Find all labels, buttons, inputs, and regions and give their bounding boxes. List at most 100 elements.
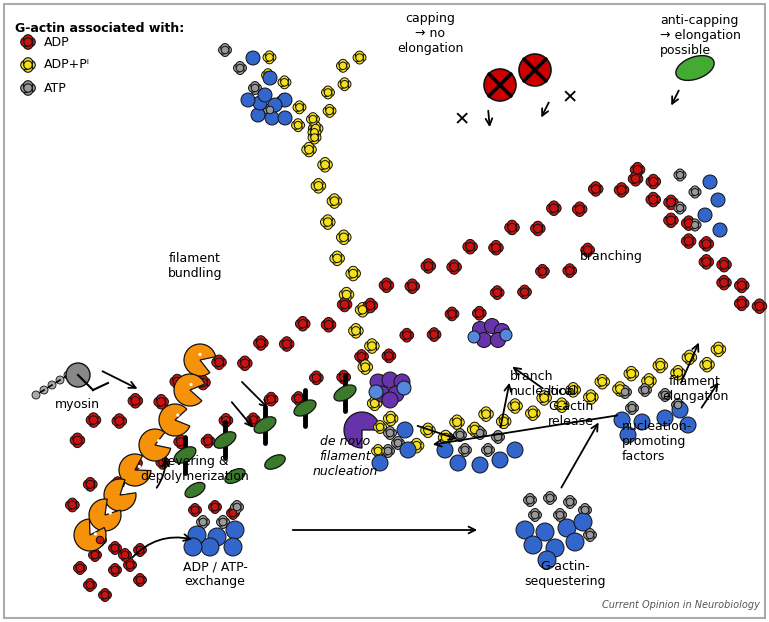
- Circle shape: [682, 353, 691, 362]
- Circle shape: [414, 441, 424, 450]
- Circle shape: [281, 96, 289, 104]
- Circle shape: [86, 415, 95, 425]
- Circle shape: [566, 500, 574, 508]
- Circle shape: [184, 538, 202, 556]
- Circle shape: [478, 309, 486, 318]
- Circle shape: [757, 302, 767, 311]
- Circle shape: [24, 38, 32, 46]
- Circle shape: [128, 561, 136, 569]
- Circle shape: [676, 401, 684, 409]
- Circle shape: [421, 425, 430, 435]
- Circle shape: [478, 429, 487, 437]
- Circle shape: [370, 396, 379, 406]
- Circle shape: [486, 446, 494, 454]
- Circle shape: [23, 35, 32, 44]
- Circle shape: [88, 581, 96, 589]
- Circle shape: [337, 233, 346, 242]
- Circle shape: [531, 509, 539, 517]
- Circle shape: [375, 447, 381, 455]
- Circle shape: [138, 465, 141, 468]
- Circle shape: [348, 271, 358, 281]
- Circle shape: [477, 333, 491, 348]
- Circle shape: [340, 302, 349, 312]
- Circle shape: [266, 103, 275, 112]
- Circle shape: [737, 296, 747, 305]
- Circle shape: [88, 551, 97, 559]
- Circle shape: [266, 108, 275, 116]
- Circle shape: [374, 445, 382, 453]
- Circle shape: [314, 124, 323, 133]
- Circle shape: [386, 417, 395, 426]
- Circle shape: [552, 203, 561, 213]
- Circle shape: [267, 395, 275, 403]
- Circle shape: [648, 197, 658, 207]
- Circle shape: [495, 288, 504, 297]
- Circle shape: [384, 445, 392, 453]
- Circle shape: [678, 204, 686, 212]
- Circle shape: [681, 218, 691, 228]
- Circle shape: [430, 333, 438, 341]
- Circle shape: [235, 503, 244, 511]
- Circle shape: [472, 457, 488, 473]
- Circle shape: [201, 538, 219, 556]
- Circle shape: [199, 378, 207, 387]
- Circle shape: [556, 513, 564, 521]
- Circle shape: [294, 119, 302, 127]
- Circle shape: [24, 84, 32, 92]
- Circle shape: [263, 53, 271, 62]
- Circle shape: [131, 456, 140, 465]
- Circle shape: [575, 207, 584, 216]
- Circle shape: [136, 544, 144, 552]
- Circle shape: [452, 262, 461, 272]
- Circle shape: [226, 521, 244, 539]
- Circle shape: [174, 437, 183, 446]
- Circle shape: [719, 276, 729, 285]
- Circle shape: [76, 566, 84, 575]
- Circle shape: [676, 207, 684, 214]
- Circle shape: [111, 546, 119, 554]
- Circle shape: [249, 415, 257, 424]
- Circle shape: [358, 305, 367, 314]
- Circle shape: [702, 363, 712, 372]
- Circle shape: [315, 373, 323, 383]
- Circle shape: [124, 561, 131, 569]
- Circle shape: [312, 371, 321, 380]
- Circle shape: [424, 264, 433, 273]
- Circle shape: [23, 58, 32, 67]
- Circle shape: [324, 323, 333, 332]
- Circle shape: [341, 233, 351, 242]
- Circle shape: [584, 246, 591, 254]
- Circle shape: [641, 388, 649, 396]
- Circle shape: [113, 566, 122, 574]
- Circle shape: [583, 506, 591, 514]
- Circle shape: [355, 352, 364, 361]
- Circle shape: [221, 44, 229, 52]
- Circle shape: [540, 396, 549, 405]
- Circle shape: [520, 285, 529, 294]
- Circle shape: [348, 266, 358, 276]
- Circle shape: [311, 124, 320, 132]
- Circle shape: [267, 397, 275, 406]
- Ellipse shape: [265, 455, 285, 469]
- Circle shape: [384, 281, 394, 290]
- Circle shape: [312, 374, 321, 382]
- Circle shape: [374, 386, 390, 402]
- Circle shape: [491, 243, 500, 252]
- Circle shape: [56, 376, 64, 384]
- Circle shape: [581, 246, 590, 254]
- Circle shape: [311, 129, 318, 136]
- Circle shape: [128, 458, 138, 468]
- Circle shape: [714, 342, 723, 351]
- Circle shape: [231, 503, 239, 511]
- Circle shape: [475, 309, 483, 317]
- Circle shape: [647, 376, 656, 386]
- Circle shape: [583, 248, 592, 257]
- Circle shape: [385, 352, 393, 360]
- Circle shape: [588, 531, 597, 539]
- Circle shape: [625, 404, 634, 412]
- Circle shape: [627, 366, 636, 376]
- Circle shape: [629, 369, 638, 378]
- Circle shape: [719, 281, 729, 290]
- Circle shape: [504, 223, 514, 232]
- Circle shape: [339, 370, 348, 379]
